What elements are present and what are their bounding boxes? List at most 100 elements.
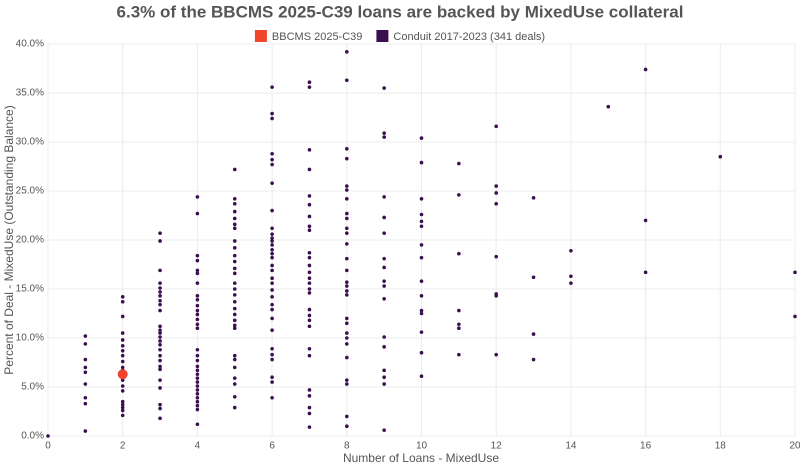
data-point — [270, 208, 274, 213]
data-point — [270, 157, 274, 162]
data-point — [270, 263, 274, 268]
data-point — [270, 352, 274, 357]
data-point — [232, 222, 237, 227]
y-tick-label: 30.0% — [16, 137, 44, 148]
data-point — [382, 297, 386, 301]
data-point — [382, 368, 386, 373]
data-point — [120, 389, 125, 393]
data-point — [232, 259, 237, 264]
data-point — [158, 231, 162, 235]
data-point — [158, 358, 162, 363]
y-tick-label: 40.0% — [16, 39, 44, 50]
data-point — [158, 286, 162, 290]
data-point — [117, 369, 128, 380]
y-tick-label: 20.0% — [16, 235, 44, 246]
data-point — [345, 289, 349, 293]
data-point — [158, 339, 162, 343]
data-point — [643, 218, 648, 223]
data-point — [270, 181, 274, 185]
data-point — [457, 322, 461, 327]
data-point — [83, 370, 88, 375]
data-point — [158, 268, 162, 273]
data-point — [457, 251, 461, 256]
data-point — [270, 239, 274, 243]
data-point — [307, 287, 312, 291]
chart-title: 6.3% of the BBCMS 2025-C39 loans are bac… — [117, 2, 684, 21]
data-point — [195, 358, 200, 363]
data-point — [270, 268, 274, 273]
data-point — [158, 402, 162, 407]
data-point — [345, 321, 349, 326]
x-tick-label: 14 — [565, 441, 577, 452]
data-point — [232, 323, 237, 328]
data-point — [270, 236, 274, 240]
data-point — [195, 211, 200, 216]
data-point — [382, 195, 386, 199]
data-point — [307, 353, 312, 358]
data-point — [307, 250, 312, 255]
data-point — [270, 328, 274, 332]
x-tick-label: 6 — [269, 441, 275, 452]
data-point — [232, 318, 237, 323]
data-point — [120, 314, 125, 319]
data-point — [195, 297, 200, 302]
y-axis-title: Percent of Deal - MixedUse (Outstanding … — [2, 105, 16, 374]
data-point — [382, 256, 386, 261]
data-point — [419, 160, 424, 165]
data-point — [345, 242, 349, 246]
data-point — [46, 434, 50, 438]
data-point — [382, 428, 386, 432]
data-point — [270, 111, 274, 116]
data-point — [195, 281, 200, 285]
data-point — [195, 364, 200, 369]
data-point — [307, 224, 312, 229]
data-point — [120, 338, 125, 342]
data-point — [270, 375, 274, 380]
data-point — [307, 324, 312, 329]
data-point — [158, 308, 162, 313]
data-point — [270, 276, 274, 281]
y-tick-label: 35.0% — [16, 88, 44, 99]
data-point — [345, 382, 349, 386]
data-point — [307, 411, 312, 416]
data-point — [232, 382, 237, 386]
data-point — [345, 184, 349, 188]
data-point — [232, 253, 237, 258]
data-point — [307, 318, 312, 323]
x-tick-label: 10 — [416, 441, 428, 452]
data-point — [195, 388, 200, 392]
data-point — [270, 151, 274, 156]
data-point — [345, 280, 349, 284]
data-point — [120, 399, 125, 404]
data-point — [307, 394, 312, 398]
data-point — [195, 253, 200, 258]
data-point — [195, 353, 200, 358]
data-point — [270, 116, 274, 121]
data-point — [419, 308, 424, 313]
data-point — [232, 239, 237, 243]
data-point — [345, 293, 349, 297]
x-tick-label: 8 — [344, 441, 350, 452]
data-point — [232, 357, 237, 362]
data-point — [457, 193, 461, 197]
data-point — [195, 303, 200, 308]
data-point — [232, 197, 237, 201]
y-tick-label: 25.0% — [16, 186, 44, 197]
data-point — [419, 255, 424, 260]
data-point — [307, 388, 312, 392]
data-point — [232, 312, 237, 317]
data-point — [232, 216, 237, 221]
data-point — [494, 352, 499, 357]
data-point — [643, 270, 648, 275]
legend-swatch — [254, 30, 267, 42]
data-point — [307, 148, 312, 152]
data-point — [232, 405, 237, 410]
data-point — [270, 251, 274, 256]
data-point — [158, 335, 162, 339]
data-point — [232, 365, 237, 370]
data-point — [158, 353, 162, 358]
data-point — [382, 345, 386, 349]
data-point — [569, 248, 573, 253]
data-point — [195, 403, 200, 408]
